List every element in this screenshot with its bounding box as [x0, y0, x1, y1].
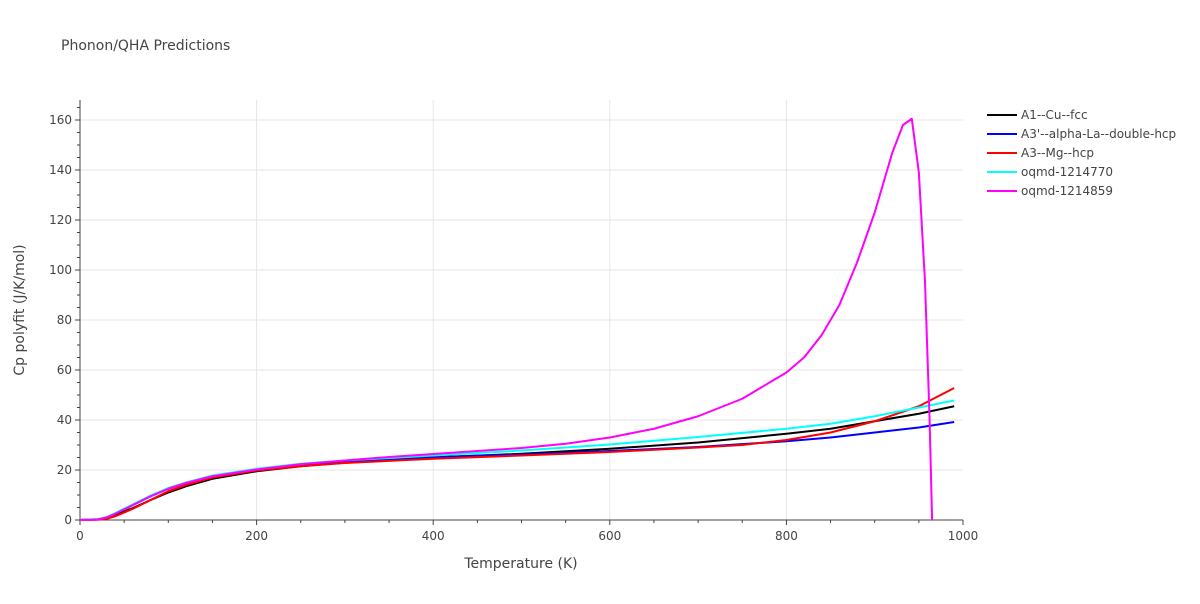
grid-lines	[80, 100, 963, 520]
y-tick-label: 120	[49, 213, 72, 227]
series-line-3	[79, 387, 955, 521]
y-tick-label: 140	[49, 163, 72, 177]
series-lines	[79, 117, 955, 521]
y-tick-label: 20	[57, 463, 72, 477]
axes	[75, 100, 964, 525]
x-tick-label: 400	[422, 529, 445, 543]
x-tick-label: 200	[245, 529, 268, 543]
legend-item[interactable]: oqmd-1214770	[987, 165, 1113, 179]
y-tick-label: 80	[57, 313, 72, 327]
y-tick-label: 160	[49, 113, 72, 127]
x-tick-label: 800	[775, 529, 798, 543]
legend-label: oqmd-1214770	[1021, 165, 1113, 179]
chart-title: Phonon/QHA Predictions	[61, 38, 230, 54]
legend-label: A3--Mg--hcp	[1021, 146, 1094, 160]
x-tick-label: 0	[76, 529, 84, 543]
legend-item[interactable]: A3'--alpha-La--double-hcp	[987, 127, 1176, 141]
legend-label: A1--Cu--fcc	[1021, 108, 1088, 122]
x-tick-label: 600	[598, 529, 621, 543]
legend-label: oqmd-1214859	[1021, 184, 1113, 198]
x-axis-title: Temperature (K)	[463, 556, 577, 572]
y-axis-title: Cp polyfit (J/K/mol)	[12, 244, 28, 375]
legend-label: A3'--alpha-La--double-hcp	[1021, 127, 1176, 141]
y-tick-label: 100	[49, 263, 72, 277]
series-line-5	[79, 117, 934, 521]
legend-item[interactable]: A1--Cu--fcc	[987, 108, 1088, 122]
y-tick-label: 40	[57, 413, 72, 427]
legend-item[interactable]: oqmd-1214859	[987, 184, 1113, 198]
y-tick-label: 0	[64, 513, 72, 527]
tick-labels: 0 200 400 600 800 1000 0 20 40 60 80 100 120 140 160	[49, 113, 978, 543]
y-tick-label: 60	[57, 363, 72, 377]
legend-item[interactable]: A3--Mg--hcp	[987, 146, 1094, 160]
x-tick-label: 1000	[948, 529, 979, 543]
legend[interactable]: A1--Cu--fcc A3'--alpha-La--double-hcp A3--…	[987, 108, 1176, 198]
